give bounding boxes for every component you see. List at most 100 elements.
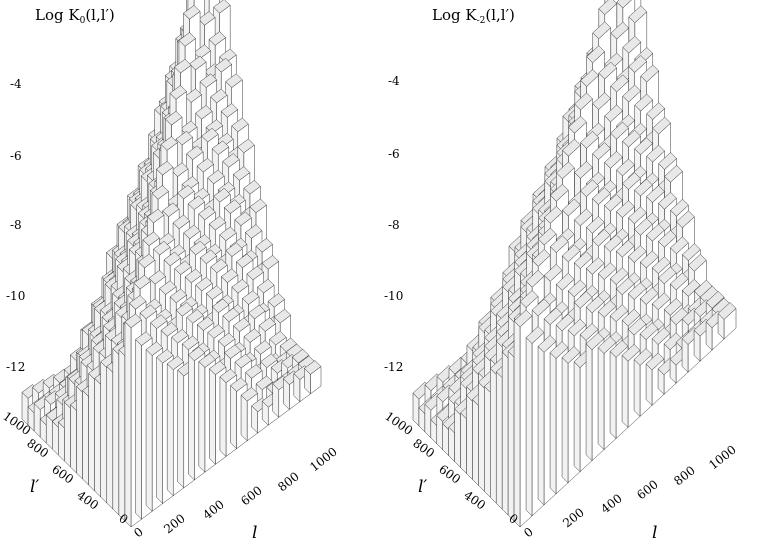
surface-bar-top: [171, 162, 189, 177]
surface-bar-top: [199, 249, 218, 264]
surface-bar-side: [82, 389, 89, 486]
lprime-tick-label: 400: [461, 488, 488, 513]
surface-bar-top: [243, 328, 261, 343]
surface-bar-top: [135, 331, 153, 346]
l-tick-label: 800: [671, 463, 698, 488]
surface-bar-side: [100, 361, 108, 504]
surface-bar-top: [580, 131, 599, 149]
surface-bar-top: [616, 0, 632, 9]
surface-plot-k-2: Log K-2(l,l′) -4 -6 -8 -10 -12 1000 800 …: [382, 0, 739, 543]
surface-bar-top: [184, 88, 202, 103]
surface-bar-top: [639, 322, 659, 340]
surface-bar-top: [646, 144, 665, 163]
surface-bar-top: [604, 194, 623, 212]
surface-bar-top: [159, 280, 177, 295]
surface-bar-top: [628, 206, 647, 225]
surface-bar-top: [153, 240, 171, 256]
surface-bar-side: [145, 349, 153, 512]
surface-bar-top: [592, 142, 611, 160]
z-tick-label: -8: [10, 218, 22, 232]
surface-plot-k0: Log K0(l,l′) -4 -6 -8 -10 -12 1000 800 6…: [0, 0, 340, 543]
surface-bar-top: [531, 249, 551, 267]
surface-bar-side: [219, 376, 227, 458]
surface-bar-top: [525, 326, 545, 344]
surface-bar-side: [466, 394, 473, 480]
surface-bar-top: [291, 348, 310, 364]
l-tick-label: 600: [238, 483, 265, 508]
surface-bar-top: [213, 187, 231, 203]
surface-bar-top: [219, 368, 237, 384]
surface-bar-top: [184, 268, 203, 284]
surface-bar-top: [142, 231, 160, 247]
surface-bar-top: [150, 314, 168, 329]
z-tick-label: -10: [6, 289, 25, 303]
surface-bar-top: [555, 313, 575, 332]
surface-bar-side: [240, 394, 248, 442]
lprime-tick-label: 1000: [382, 409, 415, 438]
surface-bar-top: [658, 152, 677, 170]
z-axis: -4 -6 -8 -10 -12: [6, 77, 25, 374]
surface-bar-top: [258, 317, 277, 332]
surface-bar-top: [254, 340, 272, 355]
z-tick-label: -8: [388, 218, 400, 232]
surface-bar-top: [586, 45, 605, 64]
surface-bar-top: [174, 58, 192, 74]
surface-bar-top: [592, 21, 612, 40]
surface-bar-top: [165, 110, 183, 126]
surface-bar-top: [169, 85, 187, 100]
surface-bar-top: [198, 205, 216, 221]
surface-bar-side: [645, 363, 653, 406]
l-tick-label: 0: [131, 525, 146, 541]
surface-bar-top: [196, 157, 215, 173]
surface-bar-top: [543, 264, 563, 282]
surface-bar-top: [550, 183, 569, 202]
surface-bar-top: [178, 32, 196, 47]
plot-title: Log K-2(l,l′): [432, 6, 515, 26]
surface-bar-top: [604, 104, 623, 123]
l-tick-label: 1000: [706, 443, 739, 473]
surface-bar-top: [175, 302, 194, 317]
surface-bar-top: [175, 130, 193, 146]
surface-bar-top: [133, 274, 151, 290]
surface-bar-top: [245, 364, 263, 379]
surface-bar-side: [112, 348, 120, 516]
surface-bar-top: [616, 158, 635, 177]
surface-bar-top: [219, 48, 237, 64]
surface-bar-top: [627, 282, 647, 300]
surface-bar-top: [174, 260, 192, 275]
surface-bar-side: [166, 363, 174, 497]
surface-bar-top: [616, 200, 635, 218]
surface-bar-top: [163, 251, 182, 267]
surface-bar-top: [561, 244, 581, 263]
surface-bar-top: [246, 265, 264, 281]
surface-bar-side: [230, 384, 237, 450]
surface-bar-top: [225, 242, 243, 257]
surface-bar-top: [580, 69, 599, 87]
surface-bar-top: [199, 73, 218, 88]
surface-bar-top: [225, 73, 243, 88]
surface-bar-top: [189, 55, 207, 71]
z-tick-label: -12: [6, 360, 25, 374]
surface-bar-top: [196, 316, 215, 331]
surface-bar-top: [574, 161, 593, 179]
surface-bar-top: [187, 195, 206, 210]
surface-bar-side: [64, 401, 71, 468]
surface-bar-top: [609, 340, 629, 358]
surface-bar-top: [172, 214, 191, 230]
surface-bar-top: [237, 138, 255, 154]
surface-bar-top: [236, 253, 254, 269]
surface-bar-top: [231, 117, 249, 133]
surface-bar-top: [145, 341, 164, 356]
surface-bar-top: [640, 64, 660, 83]
surface-bar-top: [243, 179, 261, 195]
surface-bar-top: [187, 346, 206, 362]
surface-bar-side: [537, 345, 545, 506]
surface-bar-top: [124, 313, 142, 329]
surface-bar-top: [670, 198, 689, 217]
surface-bar-top: [567, 318, 587, 337]
z-tick-label: -6: [388, 147, 400, 161]
surface-bar-top: [177, 184, 195, 200]
surface-bar-side: [549, 352, 557, 495]
lprime-axis-label: l′: [418, 477, 427, 497]
